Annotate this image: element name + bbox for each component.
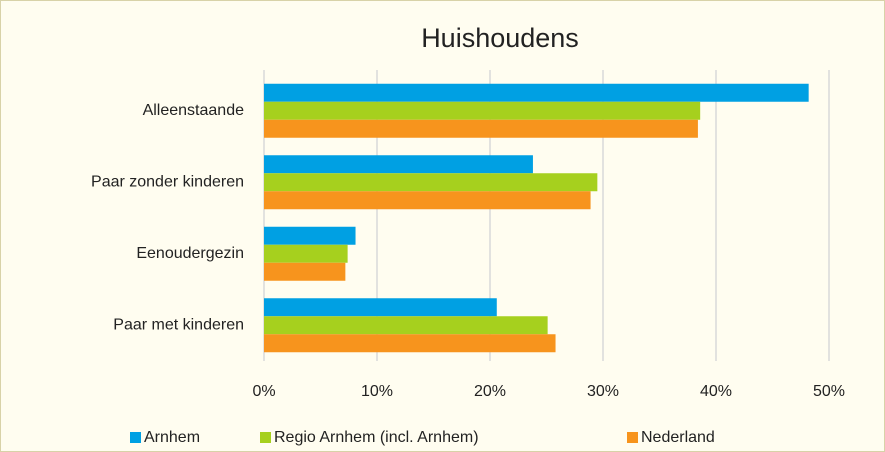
legend-label: Regio Arnhem (incl. Arnhem) xyxy=(274,429,479,446)
bar xyxy=(264,83,809,102)
legend-swatch xyxy=(260,432,271,443)
x-tick-label: 10% xyxy=(361,383,393,400)
x-tick-label: 50% xyxy=(813,383,845,400)
bar xyxy=(264,155,533,174)
legend-swatch xyxy=(627,432,638,443)
bar xyxy=(264,334,556,353)
x-tick-label: 40% xyxy=(700,383,732,400)
y-tick-label: Alleenstaande xyxy=(143,102,245,119)
y-tick-label: Paar zonder kinderen xyxy=(91,173,244,190)
bar xyxy=(264,119,698,138)
bar xyxy=(264,316,548,335)
bar xyxy=(264,101,701,120)
bar xyxy=(264,244,348,263)
chart-title: Huishoudens xyxy=(421,23,579,53)
legend-label: Nederland xyxy=(641,429,715,446)
x-tick-label: 30% xyxy=(587,383,619,400)
legend-swatch xyxy=(130,432,141,443)
bar xyxy=(264,191,591,210)
x-tick-label: 20% xyxy=(474,383,506,400)
legend-label: Arnhem xyxy=(144,429,200,446)
y-tick-label: Paar met kinderen xyxy=(113,316,244,333)
bar xyxy=(264,298,497,317)
bar xyxy=(264,226,356,245)
y-tick-label: Eenoudergezin xyxy=(136,245,244,262)
bar xyxy=(264,262,346,281)
x-tick-label: 0% xyxy=(252,383,275,400)
bar xyxy=(264,173,598,192)
